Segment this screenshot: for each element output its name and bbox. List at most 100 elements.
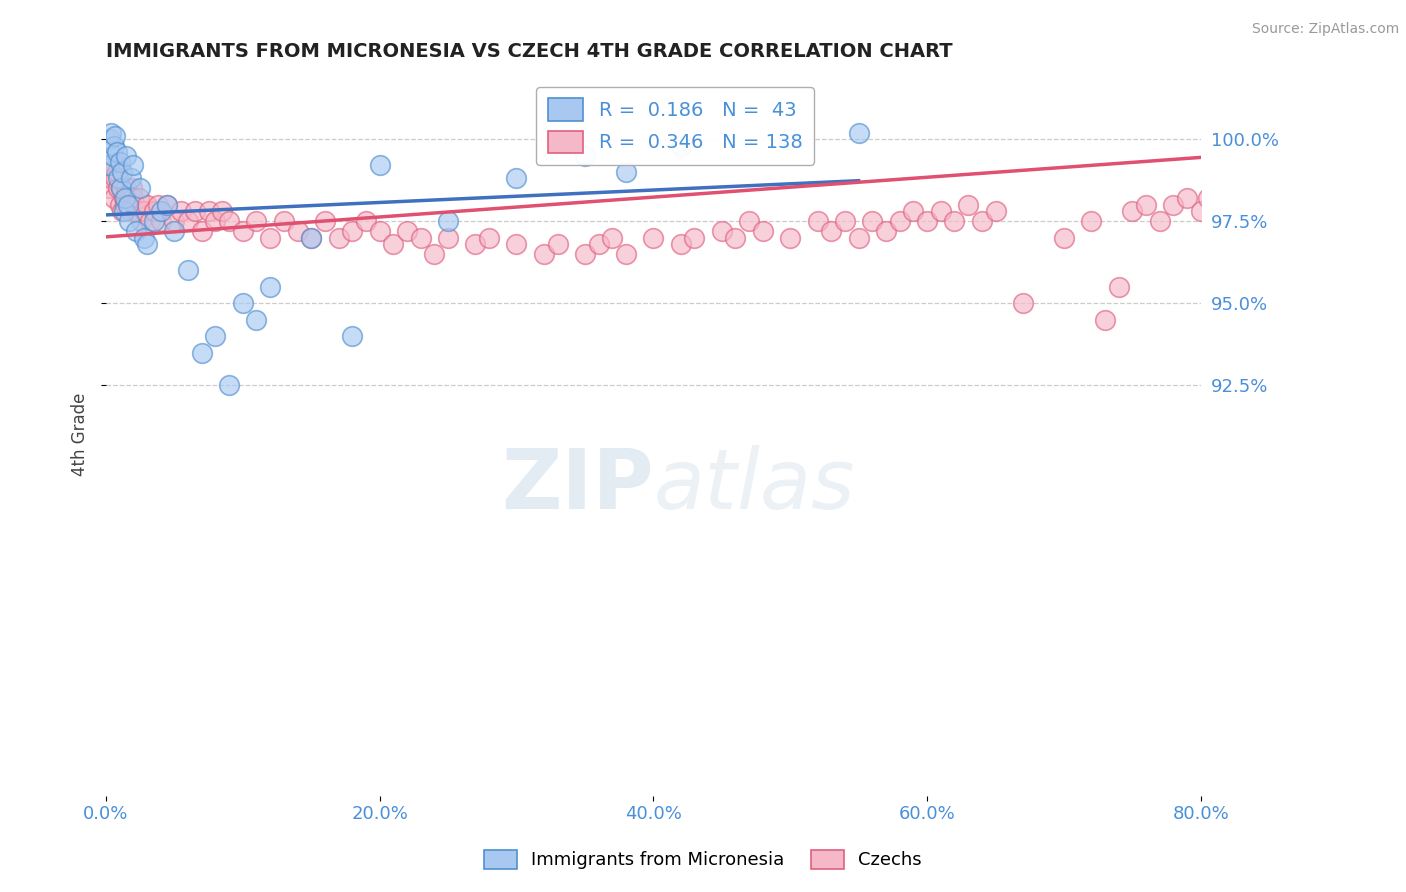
Point (110, 181, 132, 195)
Point (834, 214, 856, 228)
Point (848, 126, 870, 140)
Point (1175, 191, 1198, 205)
Point (848, 230, 870, 244)
Point (108, 198, 131, 212)
Point (245, 312, 267, 326)
Point (943, 214, 966, 228)
Point (156, 198, 179, 212)
Point (382, 237, 405, 252)
Point (1218, 171, 1240, 186)
Point (120, 171, 142, 186)
Point (806, 214, 828, 228)
Point (97, 158, 120, 172)
Point (118, 191, 141, 205)
Point (299, 230, 322, 244)
Point (120, 204, 142, 219)
Point (643, 230, 665, 244)
Text: atlas: atlas (654, 444, 855, 525)
Point (1163, 198, 1185, 212)
Point (328, 230, 350, 244)
Y-axis label: 4th Grade: 4th Grade (72, 392, 89, 476)
Point (368, 224, 391, 238)
Point (1053, 230, 1076, 244)
Point (915, 214, 938, 228)
Point (105, 145, 128, 160)
Point (547, 237, 569, 252)
Point (1285, 132, 1308, 146)
Point (299, 230, 322, 244)
Point (574, 148, 596, 162)
Point (437, 214, 460, 228)
Point (111, 165, 134, 179)
Point (957, 198, 980, 212)
Point (115, 148, 138, 162)
Point (1368, 93, 1391, 107)
Point (1354, 99, 1376, 113)
Point (114, 198, 136, 212)
Point (1258, 148, 1281, 162)
Text: Source: ZipAtlas.com: Source: ZipAtlas.com (1251, 22, 1399, 37)
Point (669, 138, 692, 153)
Legend: Immigrants from Micronesia, Czechs: Immigrants from Micronesia, Czechs (475, 841, 931, 879)
Point (354, 214, 377, 228)
Point (124, 198, 146, 212)
Point (111, 204, 134, 219)
Point (177, 263, 200, 277)
Point (98, 165, 121, 179)
Point (142, 204, 165, 219)
Point (875, 224, 897, 238)
Point (117, 198, 139, 212)
Point (112, 191, 135, 205)
Point (125, 224, 148, 238)
Point (314, 214, 336, 228)
Point (245, 214, 267, 228)
Legend: R =  0.186   N =  43, R =  0.346   N = 138: R = 0.186 N = 43, R = 0.346 N = 138 (537, 87, 814, 165)
Point (779, 132, 801, 146)
Point (614, 247, 637, 261)
Point (683, 230, 706, 244)
Text: ZIP: ZIP (501, 444, 654, 525)
Point (669, 237, 692, 252)
Point (184, 204, 207, 219)
Point (929, 204, 952, 219)
Point (1189, 204, 1212, 219)
Point (710, 224, 733, 238)
Point (122, 191, 145, 205)
Point (134, 204, 156, 219)
Point (1094, 312, 1116, 326)
Point (115, 181, 138, 195)
Point (1271, 138, 1294, 153)
Point (218, 214, 240, 228)
Point (100, 126, 122, 140)
Point (464, 237, 486, 252)
Point (1381, 83, 1403, 97)
Point (738, 214, 761, 228)
Point (1340, 105, 1362, 120)
Point (614, 165, 637, 179)
Point (129, 181, 152, 195)
Point (1080, 214, 1102, 228)
Point (108, 155, 131, 169)
Point (101, 158, 124, 172)
Point (232, 224, 254, 238)
Point (142, 214, 165, 228)
Point (156, 198, 179, 212)
Point (136, 237, 159, 252)
Point (1230, 165, 1253, 179)
Point (1149, 214, 1171, 228)
Point (121, 181, 143, 195)
Point (860, 214, 883, 228)
Point (117, 198, 139, 212)
Point (190, 345, 212, 359)
Point (97, 181, 120, 195)
Point (1121, 204, 1143, 219)
Point (204, 329, 226, 343)
Point (259, 280, 281, 294)
Point (146, 198, 169, 212)
Point (478, 230, 501, 244)
Point (177, 214, 200, 228)
Point (211, 204, 233, 219)
Point (204, 214, 226, 228)
Point (1197, 191, 1219, 205)
Point (163, 214, 186, 228)
